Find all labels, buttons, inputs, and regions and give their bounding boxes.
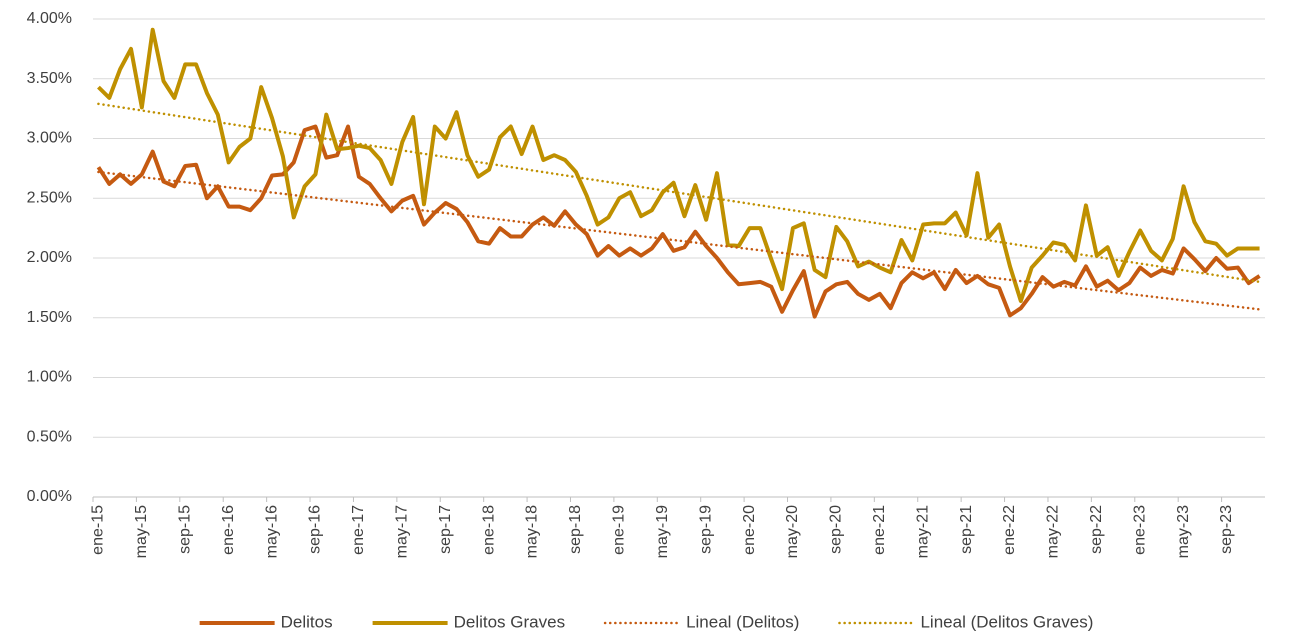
x-tick-label: ene-19: [611, 505, 628, 555]
legend-label: Delitos: [281, 612, 333, 631]
y-tick-label: 3.00%: [27, 130, 72, 147]
y-tick-label: 0.00%: [27, 488, 72, 505]
x-tick-label: may-15: [133, 505, 150, 558]
x-tick-label: sep-21: [958, 505, 975, 554]
x-tick-label: sep-17: [437, 505, 454, 554]
x-tick-label: ene-16: [220, 505, 237, 555]
x-tick-label: ene-15: [90, 505, 107, 555]
x-tick-label: sep-16: [307, 505, 324, 554]
y-tick-label: 1.50%: [27, 309, 72, 326]
legend-label: Lineal (Delitos Graves): [920, 612, 1093, 631]
y-tick-label: 2.50%: [27, 189, 72, 206]
x-tick-label: ene-20: [741, 505, 758, 555]
x-tick-label: sep-22: [1088, 505, 1105, 554]
x-tick-label: may-16: [263, 505, 280, 558]
legend-label: Lineal (Delitos): [686, 612, 799, 631]
x-tick-label: sep-19: [697, 505, 714, 554]
x-tick-label: may-19: [654, 505, 671, 558]
y-tick-label: 2.00%: [27, 249, 72, 266]
y-tick-label: 0.50%: [27, 428, 72, 445]
legend-label: Delitos Graves: [454, 612, 565, 631]
x-tick-label: may-18: [524, 505, 541, 558]
x-tick-label: may-17: [393, 505, 410, 558]
y-tick-label: 1.00%: [27, 369, 72, 386]
data-line: [97, 27, 1260, 304]
x-tick-label: may-20: [784, 505, 801, 558]
x-tick-label: sep-20: [828, 505, 845, 554]
data-line: [96, 124, 1261, 319]
x-tick-label: may-23: [1175, 505, 1192, 558]
x-tick-label: ene-18: [480, 505, 497, 555]
x-tick-label: sep-15: [176, 505, 193, 554]
x-tick-label: may-22: [1045, 505, 1062, 558]
y-tick-label: 4.00%: [27, 10, 72, 27]
trend-line: [97, 102, 1261, 284]
x-tick-label: ene-23: [1131, 505, 1148, 555]
x-tick-label: ene-21: [871, 505, 888, 555]
trend-line: [97, 170, 1261, 311]
x-tick-label: may-21: [914, 505, 931, 558]
x-tick-label: sep-23: [1218, 505, 1235, 554]
legend: Delitos Delitos Graves Lineal (Delitos) Lin…: [199, 612, 1093, 631]
y-tick-label: 3.50%: [27, 70, 72, 87]
x-tick-label: ene-17: [350, 505, 367, 555]
x-tick-label: sep-18: [567, 505, 584, 554]
x-tick-label: ene-22: [1001, 505, 1018, 555]
